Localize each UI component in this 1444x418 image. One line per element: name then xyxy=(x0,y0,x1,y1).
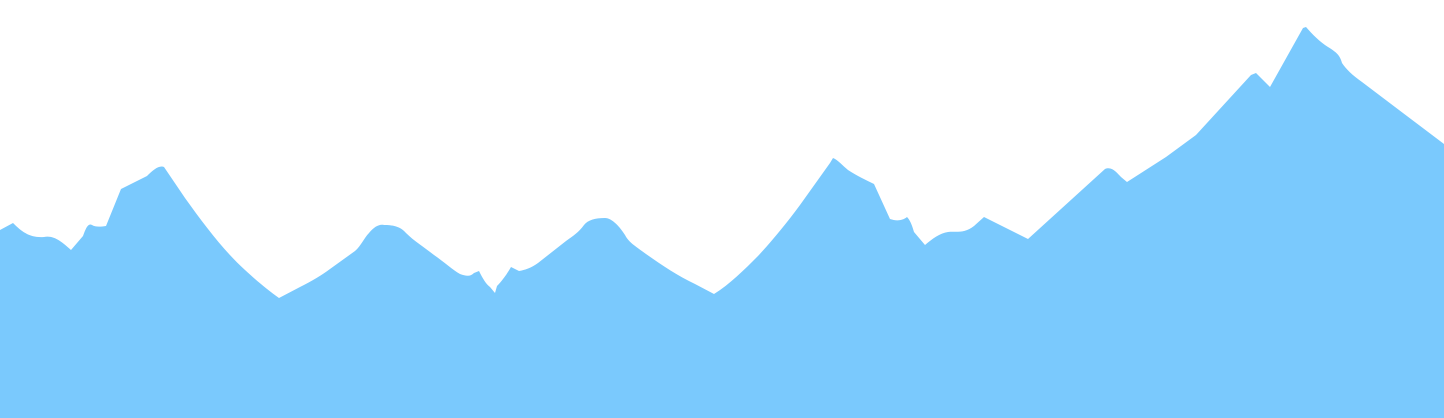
mountain-silhouette xyxy=(0,27,1444,418)
